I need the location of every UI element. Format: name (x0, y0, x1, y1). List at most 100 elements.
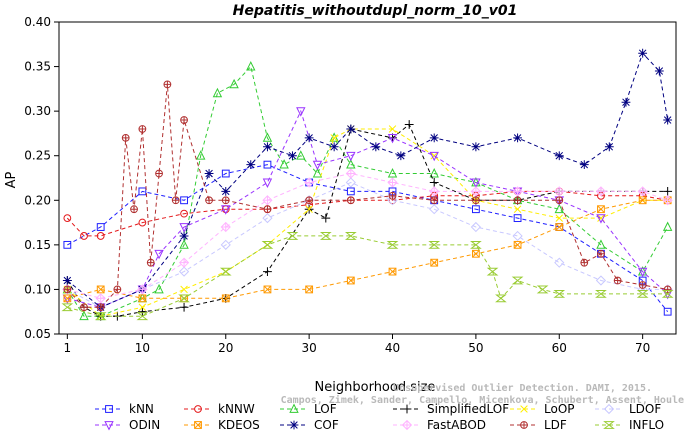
data-point-lof (596, 239, 606, 249)
series-line-ldf (66, 84, 668, 308)
data-point-lof (296, 150, 306, 160)
legend-label-fastabod: FastABOD (427, 418, 486, 432)
legend-label-ldf: LDF (544, 418, 567, 432)
data-point-inflo (495, 294, 507, 303)
data-point-kdeos (513, 240, 522, 249)
data-point-lof (196, 150, 206, 160)
data-point-ldf (146, 258, 155, 267)
series-line-ldof (67, 181, 668, 308)
data-point-inflo (286, 232, 299, 240)
data-point-ldf (96, 303, 105, 312)
data-point-inflo (595, 289, 607, 298)
data-point-ldf (305, 196, 314, 205)
data-point-knnw (80, 232, 88, 240)
series-line-odin (67, 109, 669, 308)
data-point-fastabod (345, 168, 356, 179)
data-point-lof (312, 168, 323, 178)
data-point-knnw (63, 214, 72, 223)
legend-item-ldf: LDF (510, 418, 567, 432)
data-point-ldof (178, 266, 190, 277)
data-point-inflo (636, 289, 649, 298)
data-point-loop (180, 285, 188, 294)
data-point-fastabod (429, 186, 440, 197)
data-point-ldf (471, 196, 480, 205)
data-point-odin (179, 223, 189, 233)
legend-label-knnw: kNNW (218, 402, 255, 416)
watermark-line-1: Unsupervised Outlier Detection. DAMI, 20… (393, 382, 652, 394)
series-line-fastabod (67, 172, 668, 299)
data-point-ldf (597, 249, 605, 258)
data-point-ldof (554, 257, 565, 268)
data-point-ldof (429, 204, 440, 215)
series-ldf (63, 80, 672, 312)
series-loop (63, 125, 672, 320)
data-point-knnw (180, 209, 188, 218)
series-line-lof (66, 65, 669, 317)
data-point-cof (429, 133, 439, 143)
data-point-ldf (638, 281, 647, 289)
x-tick-label: 50 (468, 341, 483, 355)
data-point-odin (429, 151, 439, 162)
series-fastabod (62, 168, 673, 304)
data-point-fastabod (220, 221, 231, 233)
series-inflo (61, 232, 674, 321)
data-point-inflo (511, 276, 524, 285)
data-point-kdeos (221, 294, 230, 303)
series-knnw (63, 187, 672, 240)
data-point-cof (579, 160, 589, 170)
data-point-lof (429, 168, 439, 178)
watermark-line-2: Campos, Zimek, Sander, Campello, Micenko… (281, 394, 684, 406)
data-point-cof (263, 142, 272, 152)
data-point-inflo (261, 240, 274, 249)
data-point-ldf (555, 196, 564, 205)
data-point-ldf (155, 169, 163, 178)
data-point-kdeos (388, 267, 397, 276)
data-point-ldof (512, 230, 523, 242)
legend-label-cof: COF (314, 418, 339, 432)
data-point-cof (471, 142, 481, 152)
data-point-simplifiedlof (263, 267, 272, 276)
legend-marker-loop (520, 405, 528, 413)
data-point-inflo (344, 232, 357, 240)
data-point-knnw (138, 218, 147, 227)
legend-marker-cof (289, 420, 299, 430)
legend-item-simplifiedlof: SimplifiedLOF (393, 402, 509, 416)
data-point-ldf (221, 196, 230, 205)
data-point-cof (654, 66, 664, 76)
legend-marker-kdeos (194, 421, 202, 429)
data-point-kdeos (138, 294, 147, 303)
data-point-cof (288, 151, 297, 161)
data-point-ldf (430, 196, 439, 205)
legend-item-odin: ODIN (95, 418, 160, 432)
legend-marker-fastabod (401, 419, 413, 431)
data-point-lof (79, 310, 89, 321)
series-line-inflo (67, 235, 668, 317)
x-tick-label: 40 (385, 341, 400, 355)
series-cof (62, 48, 673, 312)
data-point-lof (387, 168, 398, 178)
data-point-ldof (345, 177, 356, 188)
legend-label-inflo: INFLO (629, 418, 664, 432)
x-tick-label: 60 (552, 341, 567, 355)
legend-label-ldof: LDOF (629, 402, 661, 416)
data-point-lof (154, 283, 164, 294)
legend-marker-knnw (194, 405, 202, 413)
data-point-fastabod (304, 177, 315, 188)
legend-label-lof: LOF (314, 402, 337, 416)
data-point-knnw (96, 232, 105, 240)
y-axis: 0.05 0.10 0.15 0.20 0.25 0.30 0.35 0.40 (24, 15, 59, 341)
data-point-ldf (163, 80, 172, 89)
data-point-ldof (387, 195, 398, 206)
data-point-odin (346, 151, 356, 162)
data-point-odin (637, 267, 648, 278)
data-point-knn (513, 214, 522, 223)
data-point-kdeos (471, 249, 480, 258)
data-point-loop (138, 303, 147, 312)
legend-marker-knn (105, 405, 113, 413)
data-point-cof (663, 115, 673, 125)
data-point-lof (229, 78, 239, 89)
data-point-knn (96, 223, 105, 231)
data-point-loop (305, 205, 313, 213)
data-point-inflo (661, 289, 674, 298)
data-point-lof (179, 239, 189, 249)
